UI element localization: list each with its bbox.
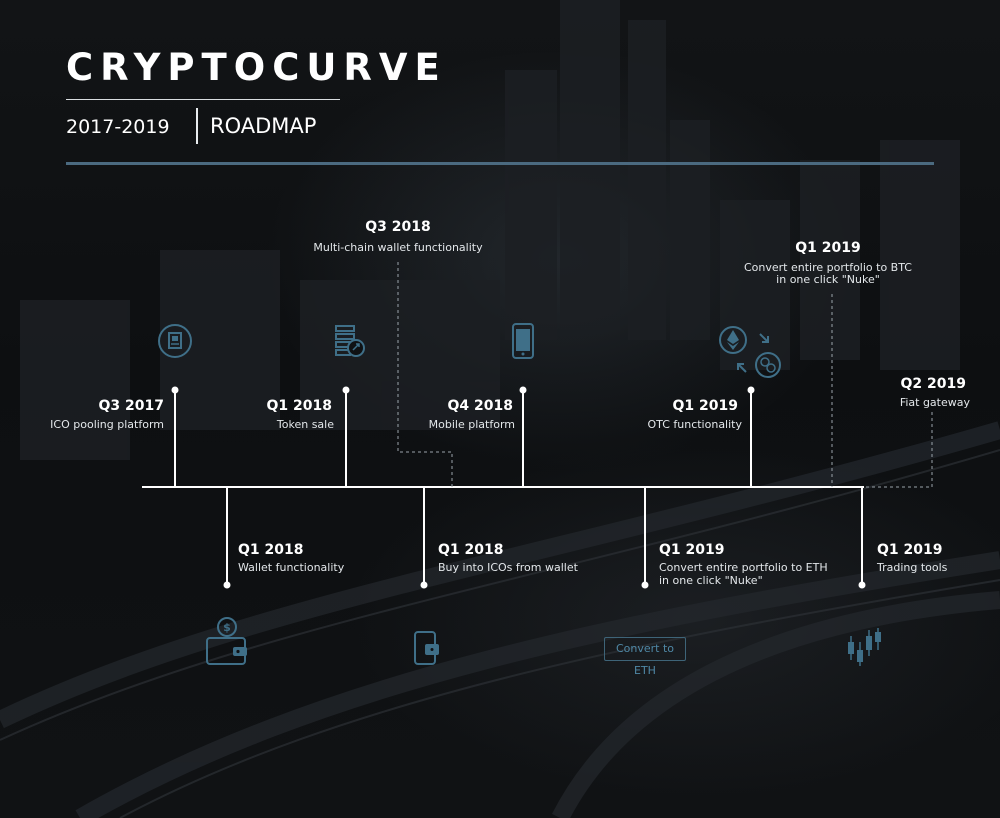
brand-underline: [66, 99, 340, 100]
dot-bottom-3: [641, 581, 649, 589]
dot-bottom-2: [420, 581, 428, 589]
milestone-q2-2019-desc: Fiat gateway: [899, 396, 970, 409]
year-range: 2017-2019: [66, 116, 170, 138]
milestone-q1-2018-token-quarter: Q1 2018: [266, 398, 332, 414]
milestone-q1-2019-eth-quarter: Q1 2019: [659, 542, 725, 558]
dot-top-3: [519, 386, 527, 394]
milestone-q1-2019-trading-quarter: Q1 2019: [877, 542, 943, 558]
milestone-q1-2019-otc-desc: OTC functionality: [647, 418, 742, 431]
milestone-q1-2018-wallet-desc: Wallet functionality: [238, 561, 345, 574]
header-accent-rule: [66, 162, 934, 165]
svg-text:$: $: [223, 621, 231, 634]
convert-eth-icon: Convert to ETH: [604, 637, 686, 677]
dot-top-1: [171, 386, 179, 394]
milestone-q2-2019-quarter: Q2 2019: [900, 376, 966, 392]
header-separator: [196, 108, 198, 144]
exchange-icon: [719, 326, 781, 378]
milestone-q4-2018-desc: Mobile platform: [428, 418, 515, 431]
milestone-q3-2017-desc: ICO pooling platform: [50, 418, 164, 431]
milestone-q1-2019-otc-quarter: Q1 2019: [672, 398, 738, 414]
milestone-q1-2019-btc-desc-2: in one click "Nuke": [776, 273, 880, 286]
milestone-q1-2019-btc-quarter: Q1 2019: [795, 240, 861, 256]
brand-title: CRYPTOCURVE: [66, 46, 447, 89]
milestone-q3-2018-quarter: Q3 2018: [365, 219, 431, 235]
dashed-connector-q2-2019: [864, 412, 933, 488]
chip-icon: [158, 324, 192, 358]
phone-wallet-icon: [414, 631, 439, 665]
milestone-q3-2017-quarter: Q3 2017: [98, 398, 164, 414]
dashed-connector-q3-2018: [397, 262, 453, 487]
roadmap-heading: ROADMAP: [210, 114, 317, 138]
milestone-q4-2018-quarter: Q4 2018: [447, 398, 513, 414]
dot-top-4: [747, 386, 755, 394]
milestone-q1-2018-token-desc: Token sale: [276, 418, 334, 431]
dot-bottom-1: [223, 581, 231, 589]
milestone-q3-2018-desc: Multi-chain wallet functionality: [313, 241, 483, 254]
milestone-q1-2019-eth-desc-2: in one click "Nuke": [659, 574, 763, 587]
milestone-q1-2019-btc-desc-1: Convert entire portfolio to BTC: [744, 261, 912, 274]
milestone-q1-2019-eth-desc-1: Convert entire portfolio to ETH: [659, 561, 828, 574]
mobile-icon: [512, 323, 534, 359]
coins-icon: [335, 325, 365, 357]
milestone-q1-2018-wallet-quarter: Q1 2018: [238, 542, 304, 558]
milestone-q1-2019-trading-desc: Trading tools: [877, 561, 948, 574]
dot-bottom-4: [858, 581, 866, 589]
dot-top-2: [342, 386, 350, 394]
wallet-icon: $: [206, 617, 247, 665]
milestone-q1-2018-ico-desc: Buy into ICOs from wallet: [438, 561, 578, 574]
candlestick-icon: [848, 628, 881, 666]
milestone-q1-2018-ico-quarter: Q1 2018: [438, 542, 504, 558]
